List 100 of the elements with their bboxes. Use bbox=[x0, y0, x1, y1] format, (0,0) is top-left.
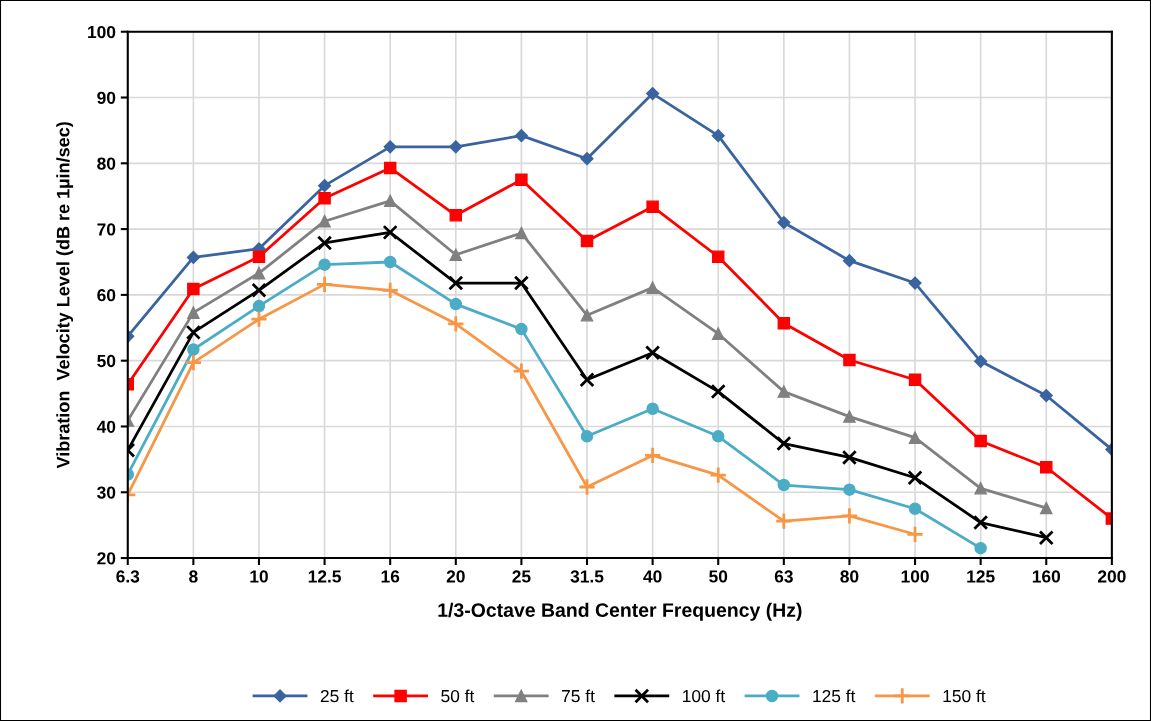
point bbox=[710, 383, 726, 400]
point bbox=[1038, 530, 1054, 546]
x-axis-title: 1/3-Octave Band Center Frequency (Hz) bbox=[438, 602, 802, 621]
point bbox=[646, 200, 659, 213]
point bbox=[187, 306, 200, 319]
point bbox=[383, 194, 397, 208]
y-tick-label: 60 bbox=[97, 289, 116, 302]
x-tick-label: 40 bbox=[643, 570, 662, 583]
x-tick-label: 160 bbox=[1032, 570, 1061, 583]
point bbox=[514, 129, 528, 143]
point bbox=[646, 281, 659, 294]
x-tick-label: 8 bbox=[189, 570, 198, 583]
point bbox=[383, 161, 397, 175]
point bbox=[381, 281, 400, 300]
legend-label: 125 ft bbox=[813, 689, 856, 703]
point bbox=[777, 316, 791, 330]
point bbox=[446, 314, 465, 333]
point bbox=[251, 282, 267, 298]
point bbox=[908, 373, 922, 387]
point bbox=[711, 250, 725, 263]
point bbox=[515, 173, 528, 187]
x-tick-label: 10 bbox=[250, 570, 268, 583]
point bbox=[908, 276, 922, 290]
legend-label: 25 ft bbox=[320, 689, 354, 703]
point bbox=[1039, 388, 1053, 403]
point bbox=[1040, 461, 1053, 474]
point bbox=[843, 353, 856, 367]
x-tick-label: 200 bbox=[1097, 570, 1126, 583]
point bbox=[973, 514, 989, 531]
point bbox=[187, 282, 200, 296]
point bbox=[580, 430, 594, 443]
point bbox=[512, 362, 531, 381]
point bbox=[580, 234, 594, 248]
point bbox=[316, 235, 333, 251]
point bbox=[513, 275, 530, 291]
point bbox=[448, 275, 464, 291]
x-tick-label: 16 bbox=[381, 570, 400, 583]
point bbox=[318, 258, 331, 271]
legend-label: 150 ft bbox=[943, 689, 986, 703]
point bbox=[774, 512, 793, 531]
x-tick-label: 20 bbox=[446, 570, 465, 583]
y-tick-label: 70 bbox=[97, 223, 116, 236]
x-tick-label: 31.5 bbox=[570, 570, 604, 583]
point bbox=[644, 345, 661, 361]
point bbox=[187, 343, 200, 356]
point bbox=[908, 431, 922, 444]
point bbox=[906, 525, 925, 544]
point bbox=[252, 250, 266, 263]
x-tick-label: 100 bbox=[901, 570, 929, 583]
legend-label: 75 ft bbox=[562, 689, 595, 703]
y-tick-label: 90 bbox=[97, 91, 116, 104]
point bbox=[974, 434, 987, 448]
y-tick-label: 30 bbox=[97, 486, 116, 499]
point bbox=[252, 299, 266, 313]
point bbox=[777, 478, 791, 492]
x-tick-label: 125 bbox=[967, 570, 995, 583]
point bbox=[318, 214, 331, 228]
point bbox=[252, 266, 266, 280]
point bbox=[580, 309, 594, 322]
point bbox=[577, 477, 597, 497]
point bbox=[515, 322, 528, 336]
x-tick-label: 6.3 bbox=[116, 570, 140, 583]
x-tick-label: 50 bbox=[709, 570, 728, 583]
point bbox=[974, 354, 988, 368]
point bbox=[383, 140, 397, 154]
point bbox=[777, 385, 791, 398]
point bbox=[579, 372, 595, 388]
point bbox=[908, 502, 922, 515]
x-tick-label: 80 bbox=[840, 570, 859, 583]
point bbox=[841, 449, 858, 466]
point bbox=[449, 297, 463, 311]
point bbox=[184, 353, 203, 372]
point bbox=[974, 541, 987, 555]
point bbox=[449, 209, 463, 222]
point bbox=[580, 152, 594, 166]
point bbox=[843, 483, 856, 496]
point bbox=[186, 250, 200, 264]
legend-label: 100 ft bbox=[683, 689, 726, 703]
point bbox=[711, 129, 725, 143]
point bbox=[974, 482, 987, 495]
y-tick-label: 100 bbox=[88, 25, 116, 39]
point bbox=[907, 470, 923, 486]
point bbox=[777, 215, 791, 230]
point bbox=[249, 310, 268, 329]
point bbox=[711, 327, 725, 340]
point bbox=[317, 179, 332, 193]
x-tick-label: 63 bbox=[774, 570, 793, 583]
y-axis-title: Vibration Velocity Level (dB re 1µin/sec) bbox=[56, 122, 74, 469]
y-tick-label: 20 bbox=[97, 552, 116, 565]
point bbox=[711, 430, 725, 443]
y-tick-label: 40 bbox=[96, 420, 116, 433]
point bbox=[1040, 501, 1053, 515]
point bbox=[840, 506, 859, 525]
point bbox=[515, 226, 528, 240]
point bbox=[776, 435, 792, 452]
point bbox=[315, 275, 334, 294]
point bbox=[643, 446, 662, 465]
y-tick-label: 80 bbox=[97, 157, 116, 170]
point bbox=[843, 410, 856, 423]
point bbox=[449, 248, 463, 262]
